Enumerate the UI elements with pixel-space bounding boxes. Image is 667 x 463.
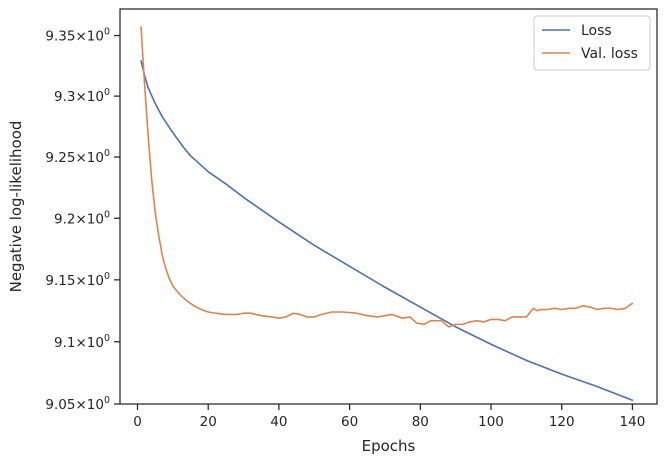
legend-label-val-loss: Val. loss — [581, 46, 638, 62]
series-layer — [140, 26, 634, 402]
x-tick-label: 0 — [133, 414, 142, 430]
series-line-val-loss — [140, 26, 634, 328]
y-axis: 9.05×100 9.1×100 9.15×100 9.2×100 9.25×100 9.… — [45, 27, 120, 413]
y-axis-label: Negative log-likelihood — [7, 121, 25, 293]
x-axis-label: Epochs — [362, 437, 416, 455]
y-tick-label: 9.1×100 — [54, 333, 110, 351]
y-tick-label: 9.3×100 — [54, 87, 110, 105]
legend-label-loss: Loss — [581, 23, 612, 39]
y-tick-label: 9.35×100 — [45, 27, 110, 45]
x-tick-label: 100 — [478, 414, 504, 430]
y-tick-label: 9.15×100 — [45, 271, 110, 289]
y-tick-label: 9.2×100 — [54, 209, 110, 227]
plot-frame — [119, 8, 658, 405]
x-tick-label: 40 — [270, 414, 287, 430]
x-tick-label: 120 — [549, 414, 575, 430]
x-tick-label: 60 — [341, 414, 358, 430]
legend: Loss Val. loss — [533, 15, 651, 71]
x-tick-label: 20 — [200, 414, 217, 430]
x-tick-label: 140 — [620, 414, 646, 430]
y-tick-label: 9.05×100 — [45, 395, 110, 413]
y-tick-label: 9.25×100 — [45, 148, 110, 166]
x-axis: 0 20 40 60 80 100 120 140 — [133, 404, 645, 430]
series-line-loss — [140, 60, 634, 402]
x-tick-label: 80 — [412, 414, 429, 430]
